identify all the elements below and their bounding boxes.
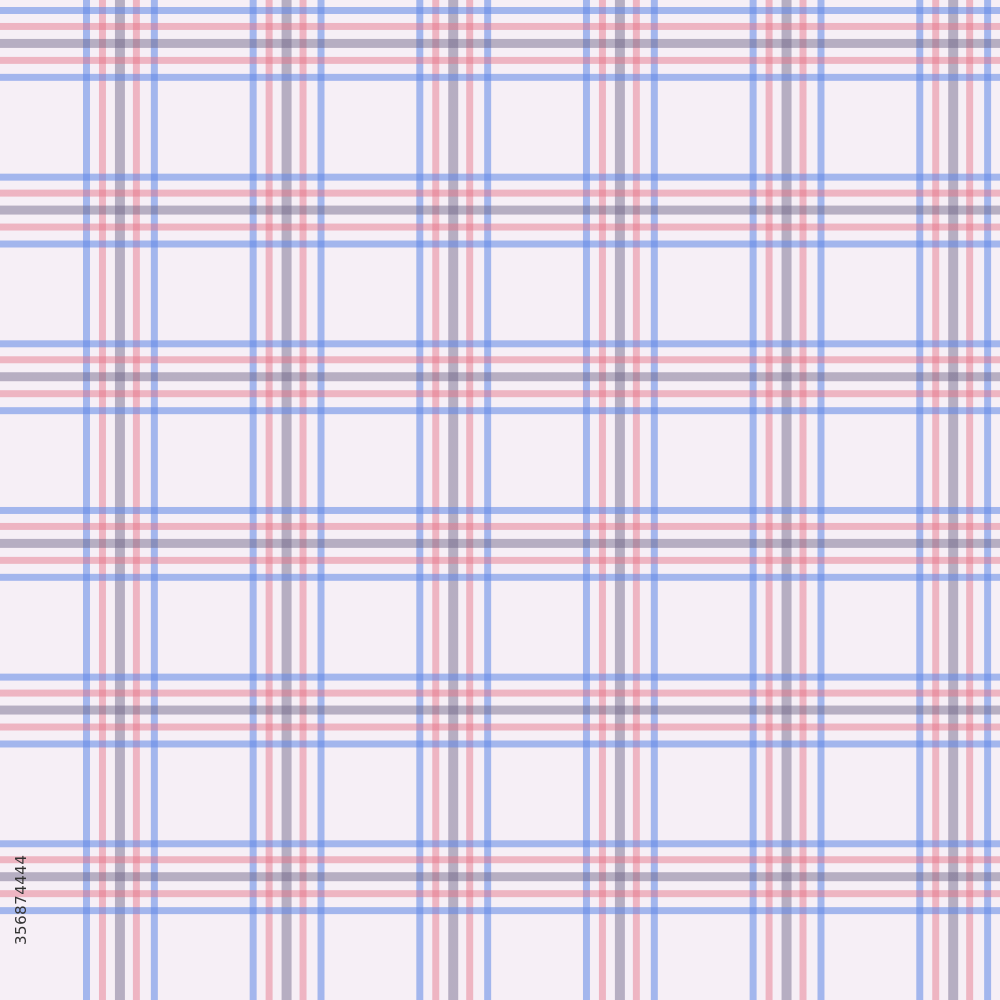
stock-image-id: 356874444: [12, 854, 30, 945]
